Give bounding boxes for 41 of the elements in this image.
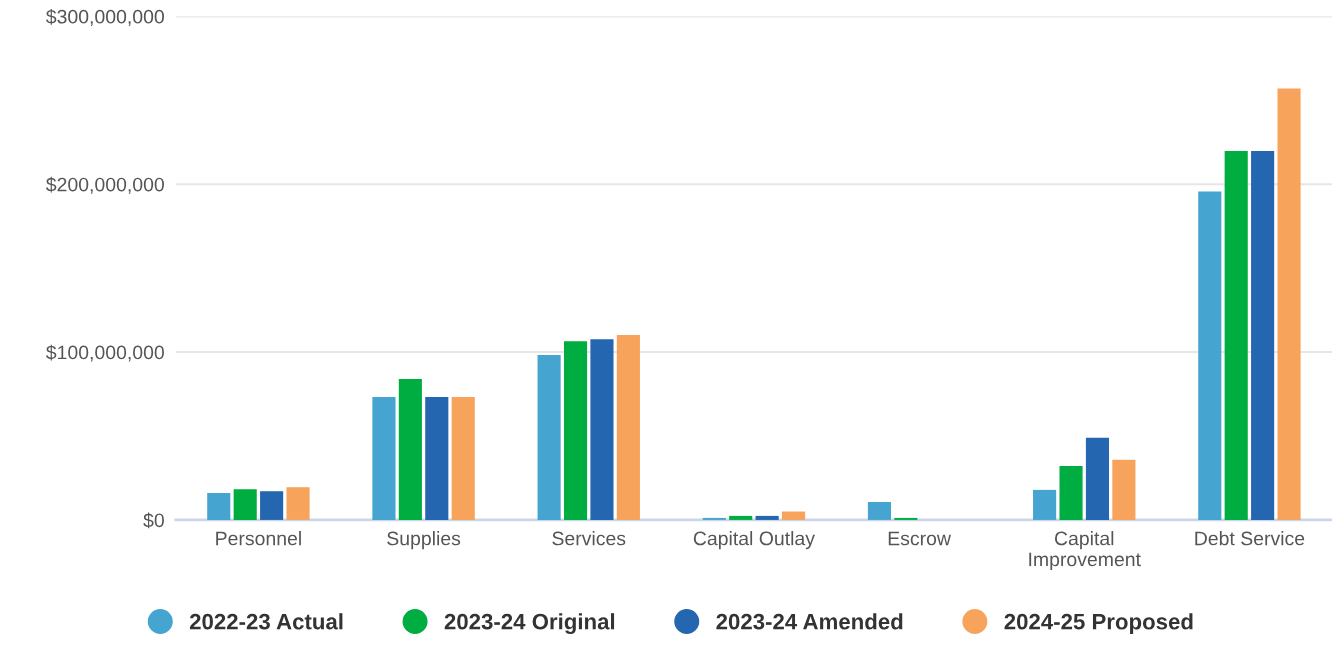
bar: [207, 492, 231, 520]
bar: [755, 515, 779, 520]
bar: [616, 335, 640, 520]
bar: [451, 397, 475, 520]
legend-label: 2024-25 Proposed: [1004, 613, 1193, 634]
bar: [398, 379, 422, 520]
bar: [1085, 437, 1110, 520]
bar: [1224, 150, 1248, 520]
bar: [1112, 459, 1136, 520]
bar: [537, 355, 561, 520]
x-tick-label: Debt Service: [1195, 531, 1305, 546]
bar: [563, 341, 588, 520]
y-tick-label: $200,000,000: [45, 176, 164, 194]
bar: [781, 511, 806, 520]
bar: [590, 339, 614, 520]
y-tick-label: $300,000,000: [45, 9, 164, 26]
bar: [702, 517, 726, 520]
bar: [1033, 489, 1057, 520]
x-tick-label: Supplies: [387, 531, 461, 550]
bar: [894, 517, 918, 520]
bar: [729, 515, 753, 520]
bar: [260, 491, 284, 520]
bar: [1059, 465, 1083, 520]
bar: [1277, 88, 1301, 520]
x-tick-label: Capital Outlay: [693, 531, 815, 550]
bar: [425, 397, 449, 520]
legend-label: 2023-24 Original: [444, 613, 615, 634]
x-tick-label: Services: [552, 531, 626, 546]
bar: [1198, 191, 1222, 520]
bar: [867, 501, 891, 520]
bar: [1251, 150, 1275, 520]
y-tick-label: $100,000,000: [45, 344, 164, 362]
legend-label: 2023-24 Amended: [716, 613, 903, 630]
x-tick-label: Escrow: [888, 531, 951, 546]
bar: [286, 487, 310, 520]
bar: [372, 397, 396, 520]
bar: [233, 489, 257, 520]
x-tick-label: Personnel: [216, 531, 301, 546]
legend-label: 2022-23 Actual: [189, 613, 343, 630]
y-tick-label: $0: [143, 512, 164, 529]
x-tick-label: Capital Improvement: [1029, 531, 1141, 571]
